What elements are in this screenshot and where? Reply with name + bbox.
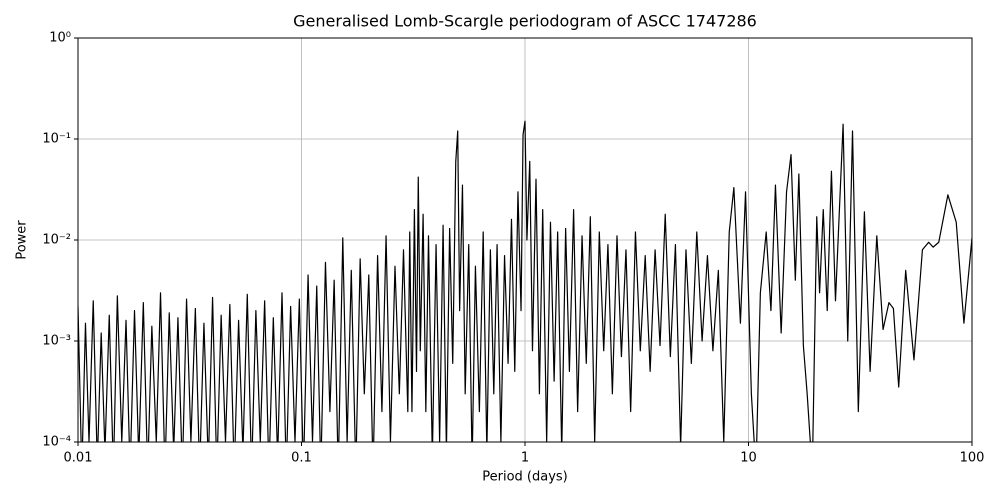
y-axis-label: Power bbox=[15, 220, 30, 260]
y-tick-label: 10⁻¹ bbox=[42, 132, 71, 147]
y-tick-label: 10⁰ bbox=[49, 31, 71, 46]
plot-area bbox=[78, 120, 972, 442]
periodogram-line bbox=[78, 120, 972, 442]
y-tick-label: 10⁻⁴ bbox=[42, 435, 71, 450]
x-tick-label: 100 bbox=[960, 451, 985, 466]
chart-title: Generalised Lomb-Scargle periodogram of … bbox=[293, 12, 757, 31]
y-tick-label: 10⁻³ bbox=[42, 334, 71, 349]
x-axis-label: Period (days) bbox=[482, 470, 568, 485]
ticks: 0.01 0.1 1 10 100 10⁻⁴ 10⁻³ 10⁻² 10⁻¹ 10⁰ bbox=[42, 31, 984, 466]
x-tick-label: 0.1 bbox=[291, 451, 312, 466]
x-tick-label: 10 bbox=[740, 451, 757, 466]
x-tick-label: 1 bbox=[521, 451, 529, 466]
y-tick-label: 10⁻² bbox=[42, 233, 71, 248]
x-tick-label: 0.01 bbox=[64, 451, 93, 466]
